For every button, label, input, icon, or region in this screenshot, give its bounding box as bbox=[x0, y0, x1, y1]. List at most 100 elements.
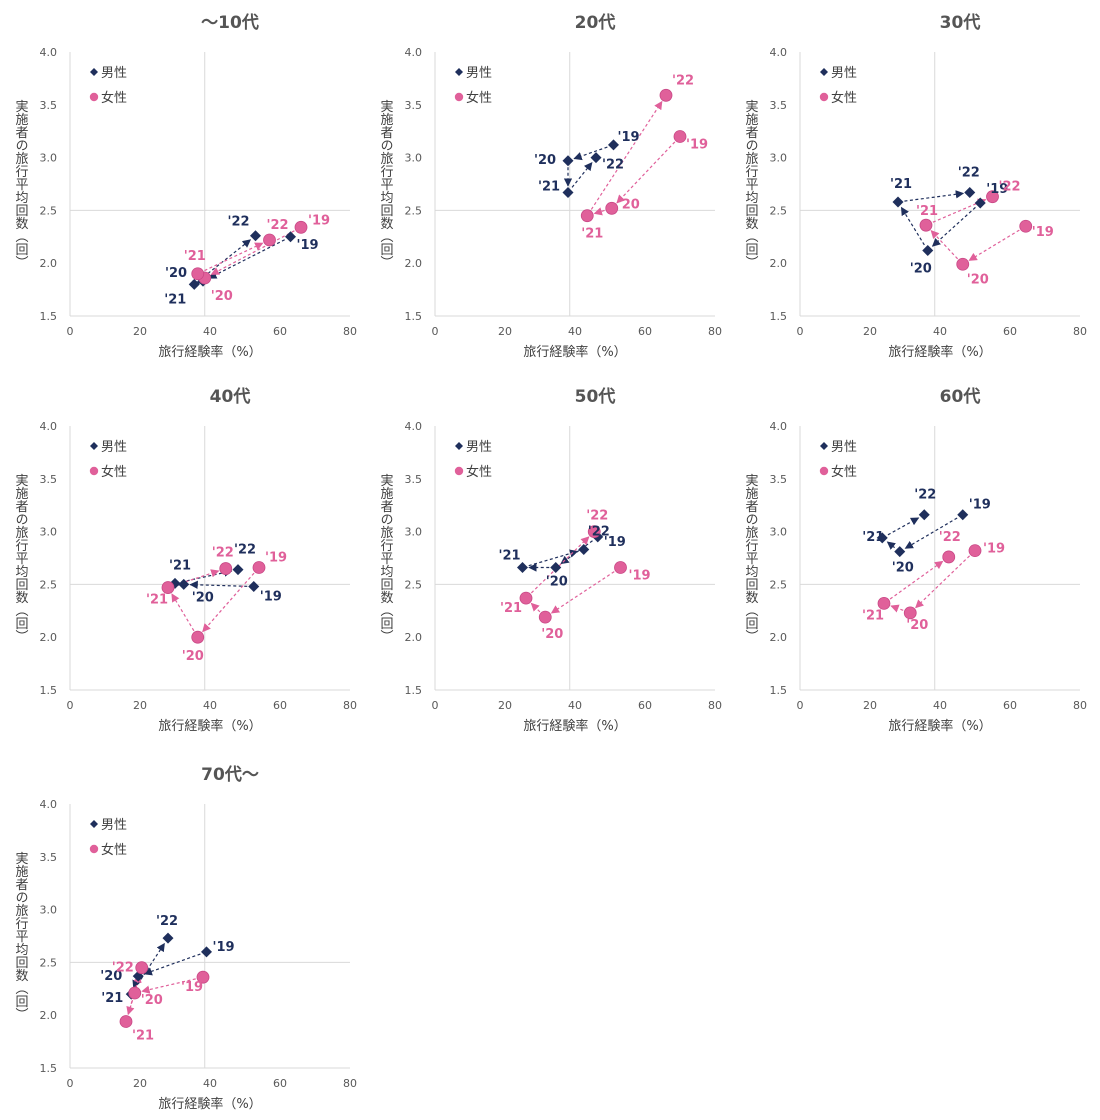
data-label: '21 bbox=[500, 601, 522, 616]
data-label: '21 bbox=[184, 249, 206, 264]
trajectory-arrow bbox=[550, 571, 615, 614]
legend-marker-diamond bbox=[90, 820, 98, 828]
x-tick-label: 80 bbox=[343, 699, 357, 712]
data-point-female bbox=[986, 190, 999, 204]
y-tick-label: 3.0 bbox=[770, 152, 788, 165]
legend-marker-circle bbox=[454, 466, 464, 476]
data-point-female bbox=[919, 218, 933, 232]
data-point-male bbox=[285, 231, 296, 243]
legend-marker-diamond bbox=[455, 68, 463, 76]
data-label: '19 bbox=[618, 130, 640, 145]
trajectory-arrow bbox=[189, 580, 248, 590]
chart-panel: 60代 1.5 2.0 2.5 3.0 3.5 4.0 0 20 40 60 80 旅行経験率（%） 実施… bbox=[730, 374, 1090, 739]
y-tick-label: 4.0 bbox=[770, 46, 788, 59]
y-tick-label: 2.5 bbox=[770, 204, 788, 217]
x-tick-label: 60 bbox=[273, 699, 287, 712]
y-tick-label: 2.5 bbox=[40, 204, 58, 217]
trajectory-arrow bbox=[904, 517, 958, 549]
data-label: '21 bbox=[164, 292, 186, 307]
y-tick-label: 1.5 bbox=[40, 1062, 58, 1075]
data-label: '21 bbox=[132, 1029, 154, 1044]
y-tick-label: 4.0 bbox=[405, 46, 423, 59]
x-tick-label: 20 bbox=[133, 699, 147, 712]
y-tick-label: 2.5 bbox=[770, 578, 788, 591]
data-label: '19 bbox=[604, 535, 626, 550]
legend-label: 男性 bbox=[466, 440, 492, 455]
data-point-female bbox=[191, 267, 205, 281]
data-point-male bbox=[132, 970, 144, 982]
x-tick-label: 40 bbox=[568, 699, 582, 712]
data-point-male bbox=[578, 544, 590, 556]
data-point-male bbox=[922, 245, 934, 257]
data-point-female bbox=[196, 970, 210, 984]
data-label: '21 bbox=[862, 608, 884, 623]
data-point-male bbox=[517, 562, 528, 574]
data-point-female bbox=[968, 544, 982, 558]
data-label: '19 bbox=[686, 137, 708, 152]
data-point-female bbox=[128, 986, 142, 1000]
data-point-male bbox=[894, 546, 906, 558]
data-point-female bbox=[219, 562, 233, 575]
data-point-male bbox=[188, 278, 200, 290]
y-axis-title: 実施者の旅行平均回数（回） bbox=[378, 473, 394, 643]
x-tick-label: 0 bbox=[432, 325, 439, 338]
y-tick-label: 2.0 bbox=[770, 631, 788, 644]
x-tick-label: 20 bbox=[133, 325, 147, 338]
y-tick-label: 3.0 bbox=[40, 904, 58, 917]
data-point-female bbox=[294, 220, 308, 234]
data-point-female bbox=[519, 591, 533, 605]
data-point-male bbox=[162, 932, 174, 944]
data-label: '22 bbox=[586, 509, 608, 524]
data-point-female bbox=[135, 961, 149, 975]
data-point-male bbox=[590, 152, 602, 164]
data-point-female bbox=[263, 233, 276, 247]
x-tick-label: 0 bbox=[67, 699, 74, 712]
y-tick-label: 2.5 bbox=[405, 204, 423, 217]
y-tick-label: 4.0 bbox=[40, 46, 58, 59]
data-point-male bbox=[608, 139, 619, 151]
data-point-female bbox=[538, 610, 552, 624]
trajectory-arrow bbox=[571, 162, 593, 188]
legend-label: 男性 bbox=[101, 440, 127, 455]
trajectory-arrow bbox=[930, 230, 959, 260]
data-label: '19 bbox=[297, 238, 319, 253]
data-label: '21 bbox=[890, 177, 912, 192]
x-tick-label: 60 bbox=[273, 325, 287, 338]
trajectory-arrow bbox=[968, 229, 1020, 261]
x-axis-title: 旅行経験率（%） bbox=[158, 718, 261, 734]
y-tick-label: 3.5 bbox=[770, 473, 788, 486]
y-tick-label: 3.0 bbox=[40, 152, 58, 165]
data-point-female bbox=[1019, 219, 1033, 233]
chart-panel: 50代 1.5 2.0 2.5 3.0 3.5 4.0 0 20 40 60 80 旅行経験率（%） 実施… bbox=[365, 374, 725, 739]
data-label: '19 bbox=[1032, 225, 1054, 240]
data-label: '20 bbox=[906, 618, 928, 633]
trajectory-arrow bbox=[900, 206, 925, 246]
x-tick-label: 20 bbox=[133, 1077, 147, 1090]
data-point-female bbox=[877, 597, 891, 610]
x-tick-label: 80 bbox=[343, 325, 357, 338]
data-point-male bbox=[248, 581, 260, 593]
trajectory-arrow bbox=[528, 549, 579, 567]
data-label: '22 bbox=[999, 180, 1021, 195]
data-point-male bbox=[964, 186, 976, 198]
trajectory-arrow bbox=[530, 536, 590, 594]
chart-title: ～10代 bbox=[201, 13, 259, 33]
trajectory-arrow bbox=[202, 572, 255, 633]
x-tick-label: 60 bbox=[638, 325, 652, 338]
trajectory-arrow bbox=[171, 593, 195, 632]
data-label: '20 bbox=[100, 969, 122, 984]
trajectory-arrow bbox=[204, 242, 264, 272]
trajectory-arrow bbox=[143, 953, 201, 976]
data-label: '19 bbox=[983, 542, 1005, 557]
y-tick-label: 1.5 bbox=[770, 684, 788, 697]
trajectory-arrow bbox=[530, 602, 541, 613]
x-tick-label: 20 bbox=[863, 699, 877, 712]
scatter-plot: 1.5 2.0 2.5 3.0 3.5 4.0 0 20 40 60 80 旅行経験率（%） 実施者の旅… bbox=[378, 420, 723, 734]
data-label: '20 bbox=[892, 561, 914, 576]
x-tick-label: 60 bbox=[273, 1077, 287, 1090]
data-label: '21 bbox=[916, 204, 938, 219]
x-tick-label: 80 bbox=[708, 699, 722, 712]
legend-label: 男性 bbox=[831, 440, 857, 455]
data-label: '20 bbox=[541, 627, 563, 642]
x-tick-label: 40 bbox=[933, 699, 947, 712]
